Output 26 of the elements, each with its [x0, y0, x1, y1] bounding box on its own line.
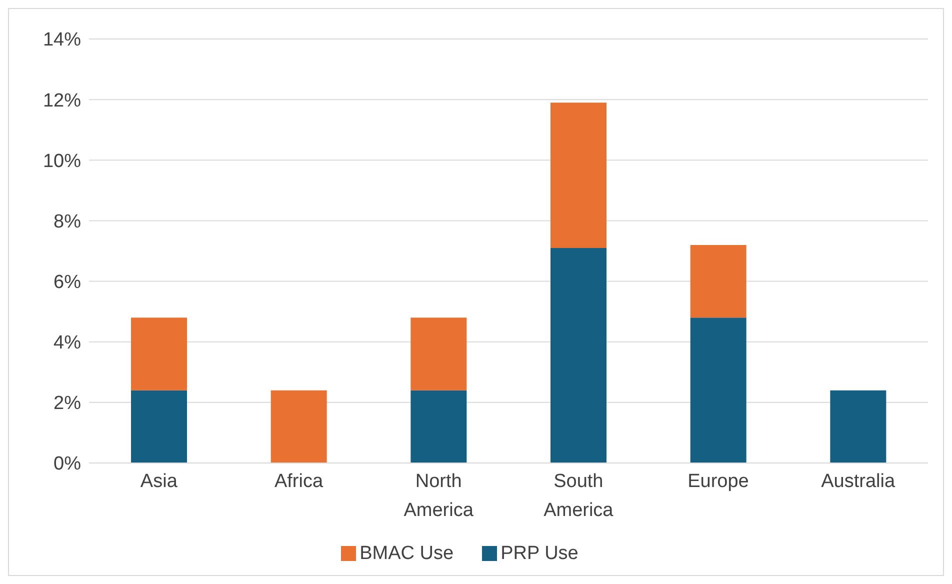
bar — [550, 248, 606, 463]
y-tick-label: 10% — [42, 150, 82, 172]
bar — [131, 318, 187, 390]
legend-label: PRP Use — [500, 543, 578, 564]
x-tick-label: Australia — [821, 471, 896, 492]
x-tick-label: Europe — [688, 471, 749, 492]
y-tick-label: 4% — [54, 332, 82, 354]
bar — [830, 390, 886, 463]
y-tick-label: 12% — [42, 90, 82, 112]
bar — [270, 390, 327, 463]
y-tick-label: 6% — [54, 272, 82, 294]
y-tick-label: 8% — [54, 211, 82, 232]
y-tick-label: 0% — [54, 454, 82, 475]
x-tick-label: North America — [404, 471, 474, 521]
bar — [690, 244, 746, 318]
x-tick-label: Africa — [274, 471, 324, 492]
x-tick-label: Asia — [140, 471, 178, 492]
bar — [550, 102, 606, 248]
y-tick-label: 2% — [54, 393, 82, 414]
x-tick-label: South America — [544, 471, 614, 521]
y-tick-label: 14% — [42, 30, 82, 51]
legend-label: BMAC Use — [360, 543, 454, 564]
bar — [131, 390, 187, 463]
bar — [410, 390, 467, 463]
bar — [690, 318, 746, 463]
bar — [410, 318, 467, 390]
